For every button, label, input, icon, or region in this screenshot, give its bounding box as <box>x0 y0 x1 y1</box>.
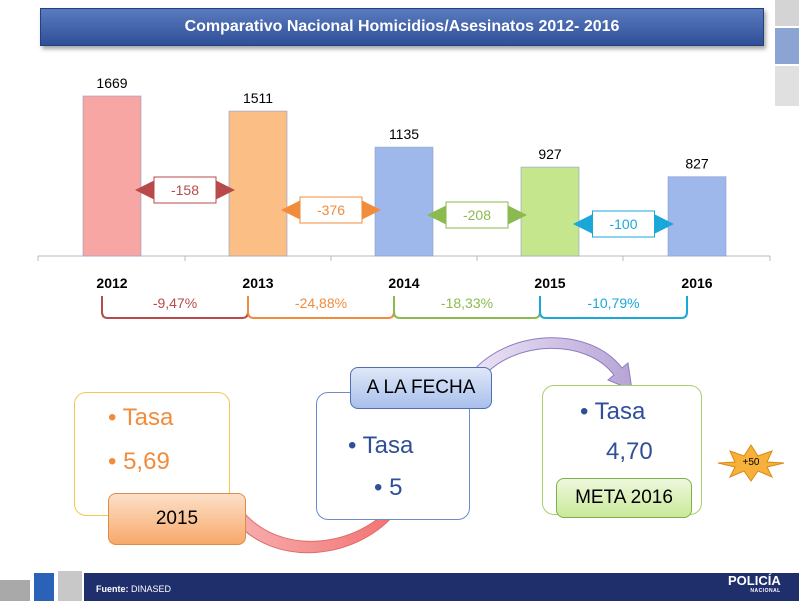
bar-2015 <box>520 166 580 257</box>
difference-box <box>153 176 217 204</box>
percentage-bracket <box>539 296 688 319</box>
category-label-2016: 2016 <box>681 275 712 291</box>
bar-2014 <box>374 146 434 257</box>
rate-label-text: Tasa <box>594 398 646 425</box>
logo-text: POLICÍA <box>728 573 781 588</box>
difference-box <box>592 210 655 238</box>
footer-decor <box>58 571 82 601</box>
footer-source: Fuente: DINASED <box>96 584 171 594</box>
difference-box <box>299 196 363 224</box>
source-value: DINASED <box>131 584 172 594</box>
difference-box <box>445 201 509 229</box>
star-icon <box>717 444 785 482</box>
goal-tag: META 2016 <box>556 478 692 518</box>
data-label-2013: 1511 <box>243 90 273 106</box>
decor-square <box>775 0 799 26</box>
bar-2012 <box>82 95 142 257</box>
rate-label-text: Tasa <box>122 404 174 431</box>
rate-value: • 5 <box>374 474 403 501</box>
rate-label: • Tasa <box>108 404 174 431</box>
rate-label-text: Tasa <box>362 432 414 459</box>
bar-chart: 1669 2012 1511 2013 1135 2014 927 2015 827 2016 -1… <box>37 75 771 319</box>
decor-square <box>775 28 799 64</box>
difference-label: -208 <box>463 207 491 223</box>
bar-2013 <box>228 110 288 257</box>
footer-bar <box>84 573 799 601</box>
current-date-tag: A LA FECHA <box>350 367 492 409</box>
difference-label: -158 <box>171 182 199 198</box>
category-label-2013: 2013 <box>242 275 273 291</box>
footer-decor <box>34 573 54 601</box>
data-label-2015: 927 <box>538 146 562 162</box>
percentage-label: -10,79% <box>587 295 639 311</box>
curved-arrow-icon <box>471 337 633 391</box>
rate-value-text: 5,69 <box>123 448 170 475</box>
chart-title: Comparativo Nacional Homicidios/Asesinat… <box>40 8 764 46</box>
difference-label: -376 <box>317 202 345 218</box>
percentage-label: -18,33% <box>441 295 493 311</box>
percentage-label: -24,88% <box>295 295 347 311</box>
rate-label: • Tasa <box>580 398 646 425</box>
logo-subtext: NACIONAL <box>750 588 781 594</box>
rate-label: • Tasa <box>348 432 414 459</box>
year-tag-2015: 2015 <box>108 493 246 545</box>
data-label-2016: 827 <box>685 156 709 172</box>
rate-value-text: 4,70 <box>606 438 653 465</box>
star-badge <box>717 444 785 482</box>
difference-label: -100 <box>609 216 637 232</box>
rate-value-text: 5 <box>389 474 403 501</box>
source-label: Fuente: <box>96 584 129 594</box>
decor-square <box>775 66 799 106</box>
badge-label: +50 <box>742 457 760 468</box>
footer-decor <box>0 580 30 601</box>
data-label-2012: 1669 <box>96 75 127 91</box>
police-logo: POLICÍA NACIONAL <box>728 573 781 597</box>
rate-value: 4,70 <box>606 438 653 466</box>
category-label-2014: 2014 <box>388 275 419 291</box>
percentage-label: -9,47% <box>153 295 197 311</box>
data-label-2014: 1135 <box>389 126 419 142</box>
bar-2016 <box>667 176 727 257</box>
rate-value: • 5,69 <box>108 448 170 475</box>
rate-box-current <box>316 392 470 520</box>
category-label-2012: 2012 <box>96 275 127 291</box>
category-label-2015: 2015 <box>534 275 565 291</box>
